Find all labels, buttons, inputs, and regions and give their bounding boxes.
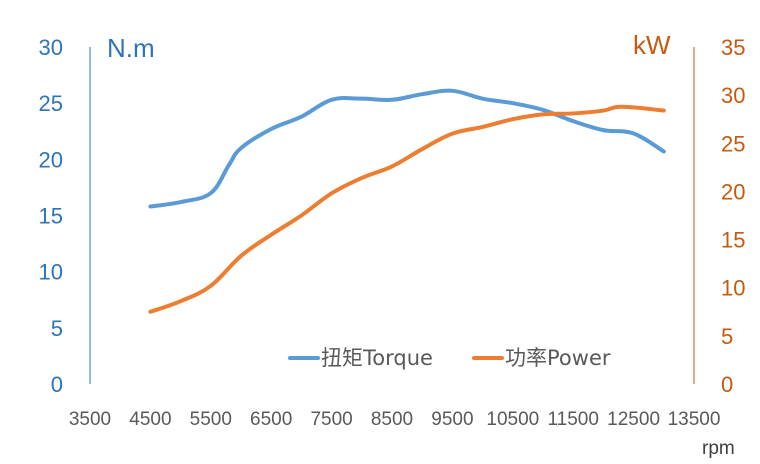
x-tick-label: 4500 xyxy=(129,409,171,430)
data-point-torque xyxy=(240,147,242,149)
x-tick-label: 10500 xyxy=(486,409,539,430)
x-tick-label: 6500 xyxy=(250,409,292,430)
x-tick-label: 9500 xyxy=(431,409,473,430)
y-tick-right-label: 35 xyxy=(721,35,745,60)
data-point-torque xyxy=(572,120,574,122)
series-line-power xyxy=(148,104,666,314)
data-point-torque xyxy=(452,90,454,92)
data-point-torque xyxy=(210,192,212,194)
data-point-torque xyxy=(542,109,544,111)
y-tick-right-label: 20 xyxy=(721,179,745,204)
data-point-power xyxy=(361,177,363,179)
data-point-torque xyxy=(603,129,605,131)
data-point-power xyxy=(240,255,242,257)
x-axis-unit: rpm xyxy=(702,438,735,459)
data-point-power xyxy=(210,285,212,287)
y-tick-left-label: 15 xyxy=(39,204,63,229)
data-point-torque xyxy=(633,133,635,135)
y-tick-left-label: 30 xyxy=(39,35,63,60)
y-tick-left-label: 25 xyxy=(39,91,63,116)
y-axis-right-unit: kW xyxy=(633,30,671,60)
data-point-torque xyxy=(663,151,665,153)
x-tick-label: 12500 xyxy=(607,409,660,430)
x-tick-label: 11500 xyxy=(547,409,598,430)
data-point-power xyxy=(270,234,272,236)
data-point-power xyxy=(621,106,623,108)
legend-label-torque: 扭矩Torque xyxy=(321,346,433,370)
data-point-power xyxy=(150,311,152,313)
y-tick-right-label: 15 xyxy=(721,228,745,253)
data-point-torque xyxy=(228,164,230,166)
data-point-torque xyxy=(482,98,484,100)
ticks-layer: 0 5 10 15 20 25 30 0 5 10 15 20 25 30 35 3500 4500 5500 65… xyxy=(39,35,746,430)
y-tick-left-label: 10 xyxy=(39,260,63,285)
data-point-torque xyxy=(512,102,514,104)
data-point-torque xyxy=(421,93,423,95)
x-tick-label: 3500 xyxy=(69,409,111,430)
data-point-power xyxy=(301,215,303,217)
data-point-power xyxy=(331,193,333,195)
data-point-power xyxy=(180,300,182,302)
data-point-torque xyxy=(391,99,393,101)
y-tick-right-label: 30 xyxy=(721,83,745,108)
data-point-power xyxy=(452,133,454,135)
data-point-power xyxy=(421,148,423,150)
y-tick-right-label: 10 xyxy=(721,276,745,301)
data-point-power xyxy=(603,110,605,112)
data-point-power xyxy=(542,114,544,116)
data-point-torque xyxy=(180,201,182,203)
y-axis-left-unit: N.m xyxy=(107,33,155,63)
data-point-power xyxy=(572,113,574,115)
y-tick-left-label: 0 xyxy=(51,372,63,397)
data-point-torque xyxy=(150,206,152,208)
data-point-torque xyxy=(361,98,363,100)
x-tick-label: 13500 xyxy=(668,409,721,430)
data-point-power xyxy=(663,110,665,112)
data-point-torque xyxy=(301,116,303,118)
legend-label-power: 功率Power xyxy=(505,346,611,370)
y-tick-right-label: 5 xyxy=(721,324,733,349)
y-tick-right-label: 25 xyxy=(721,131,745,156)
y-tick-left-label: 20 xyxy=(39,147,63,172)
legend: 扭矩Torque 功率Power xyxy=(288,346,611,370)
data-point-torque xyxy=(270,128,272,130)
series-layer xyxy=(148,88,666,314)
data-point-power xyxy=(482,126,484,128)
y-tick-left-label: 5 xyxy=(51,316,63,341)
data-point-power xyxy=(391,166,393,168)
x-tick-label: 7500 xyxy=(310,409,352,430)
x-tick-label: 5500 xyxy=(190,409,232,430)
data-point-torque xyxy=(331,99,333,101)
axes-layer xyxy=(89,47,695,384)
y-tick-right-label: 0 xyxy=(721,372,733,397)
series-line-torque xyxy=(148,88,666,209)
data-point-power xyxy=(512,118,514,120)
x-tick-label: 8500 xyxy=(371,409,413,430)
